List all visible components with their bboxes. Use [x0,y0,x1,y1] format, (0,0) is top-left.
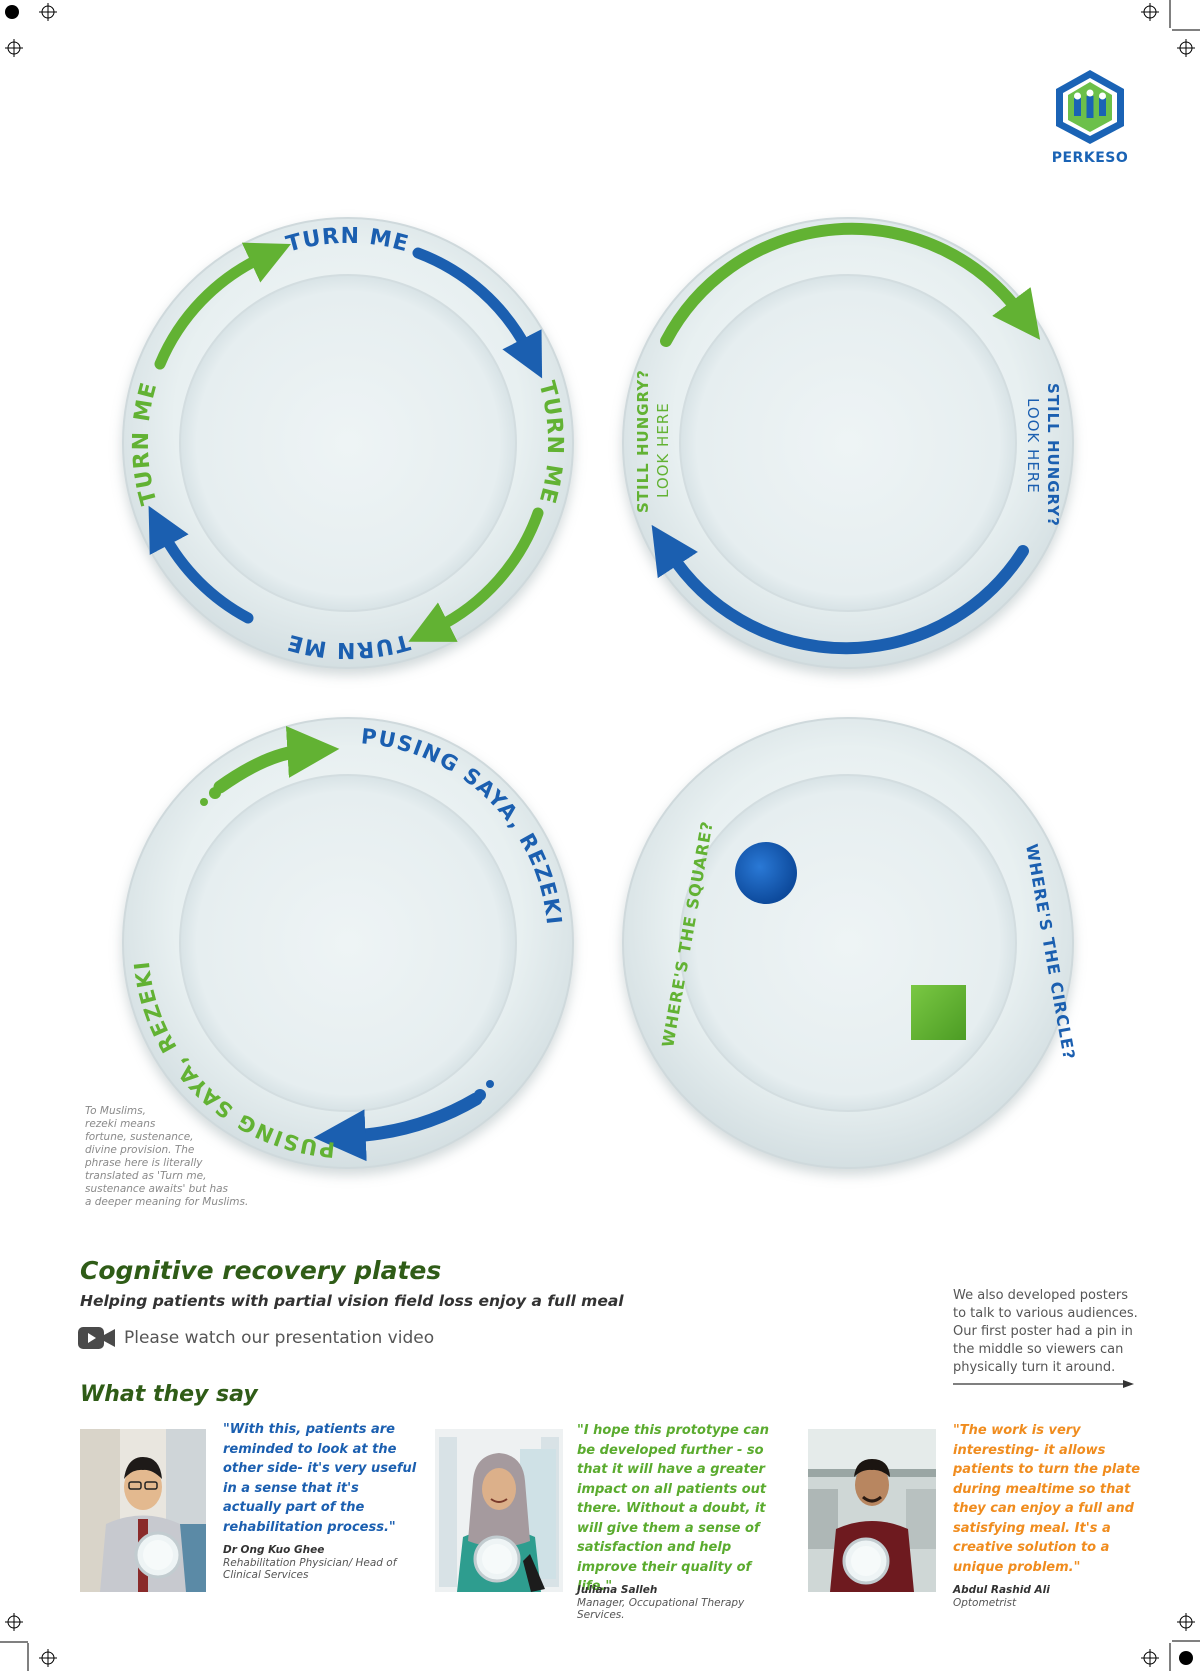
arrow-right-icon [953,1380,1134,1388]
arrow-green-pusing [213,725,340,794]
author-role-3: Optometrist [953,1596,1017,1609]
author-name-1: Dr Ong Kuo Ghee [223,1544,325,1556]
video-camera-icon [78,1327,115,1349]
label-still-hungry-left: STILL HUNGRY? [634,369,652,513]
author-role-2: Manager, Occupational Therapy Services. [577,1596,745,1622]
testimonial-quote-2: "I hope this prototype can be developed … [577,1423,770,1594]
blue-circle-shape [735,842,797,904]
label-look-here-left: LOOK HERE [654,402,672,498]
video-link[interactable]: Please watch our presentation video [78,1325,434,1351]
plate-pusing-saya: PUSING SAYA, REZEKI AWAK PUNYA PUSING SA… [106,694,590,1192]
author-name-2: Juliana Salleh [577,1584,658,1596]
testimonial-author-3: Abdul Rashid Ali Optometrist [953,1584,1141,1609]
testimonial-quote-3: "The work is very interesting- it allows… [953,1423,1141,1575]
green-square-shape [911,985,966,1040]
arrow-blue-right [412,247,543,379]
perkeso-emblem-icon [1056,70,1124,144]
plate-still-hungry: STILL HUNGRY? LOOK HERE STILL HUNGRY? LO… [618,213,1078,673]
plate-turn-me: TURN ME TURN ME TURN ME TURN ME [118,213,578,673]
testimonial-author-2: Juliana Salleh Manager, Occupational The… [577,1584,777,1622]
video-label[interactable]: Please watch our presentation video [124,1328,435,1348]
arrow-blue-pusing [313,1092,483,1162]
label-look-here-right: LOOK HERE [1024,398,1042,494]
label-still-hungry-right: STILL HUNGRY? [1044,383,1062,527]
page-title: Cognitive recovery plates [80,1256,442,1285]
photo-juliana [435,1429,563,1592]
perkeso-logo: PERKESO [1050,68,1130,168]
testimonial-quote-1: "With this, patients are reminded to loo… [223,1422,417,1535]
author-name-3: Abdul Rashid Ali [953,1584,1050,1596]
poster-note: We also developed posters to talk to var… [953,1288,1138,1375]
arrow-green-top [154,242,291,370]
arrow-blue-left [148,505,254,624]
arrow-green-arc [660,222,1041,347]
plate-square-circle: WHERE'S THE SQUARE? WHERE'S THE CIRCLE? [618,713,1079,1173]
photo-abdul-rashid [808,1429,936,1592]
rezeki-footnote: To Muslims, rezeki means fortune, susten… [85,1105,249,1208]
brand-name: PERKESO [1051,150,1129,166]
arrow-green-bottom [408,507,544,642]
testimonials-title: What they say [80,1382,258,1407]
arrow-blue-arc [651,524,1029,655]
testimonial-author-1: Dr Ong Kuo Ghee Rehabilitation Physician… [223,1544,418,1582]
author-role-1: Rehabilitation Physician/ Head of Clinic… [223,1556,397,1582]
page-subtitle: Helping patients with partial vision fie… [80,1292,624,1310]
photo-dr-ong [80,1429,206,1592]
